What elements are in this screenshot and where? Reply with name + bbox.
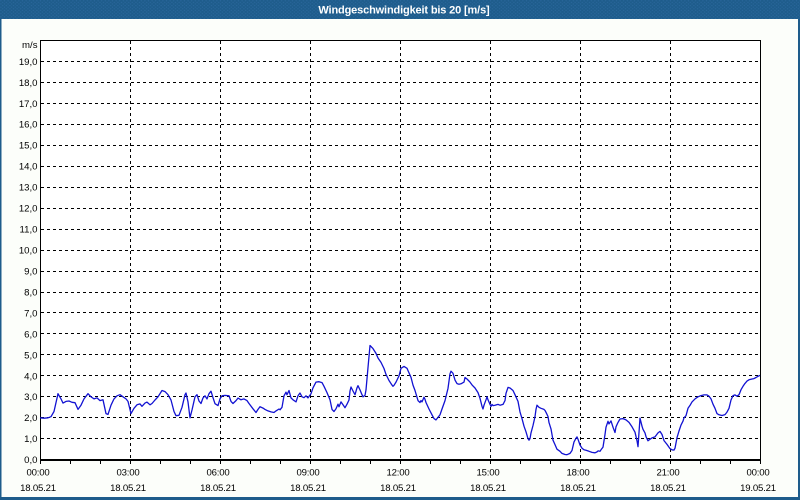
svg-text:06:00: 06:00 (206, 468, 229, 479)
svg-text:18.05.21: 18.05.21 (560, 483, 596, 494)
svg-text:18.05.21: 18.05.21 (470, 483, 506, 494)
svg-text:17,0: 17,0 (19, 99, 38, 110)
svg-text:19,0: 19,0 (19, 57, 38, 68)
svg-text:18.05.21: 18.05.21 (20, 483, 56, 494)
svg-text:19.05.21: 19.05.21 (740, 483, 776, 494)
svg-text:03:00: 03:00 (116, 468, 139, 479)
svg-text:00:00: 00:00 (746, 468, 769, 479)
svg-text:18.05.21: 18.05.21 (200, 483, 236, 494)
svg-text:m/s: m/s (22, 40, 38, 51)
svg-text:0,0: 0,0 (24, 455, 37, 466)
svg-text:13,0: 13,0 (19, 183, 38, 194)
svg-text:14,0: 14,0 (19, 162, 38, 173)
svg-text:1,0: 1,0 (24, 434, 37, 445)
svg-text:00:00: 00:00 (26, 468, 49, 479)
svg-text:5,0: 5,0 (24, 350, 37, 361)
svg-text:18:00: 18:00 (566, 468, 589, 479)
svg-text:16,0: 16,0 (19, 120, 38, 131)
svg-text:10,0: 10,0 (19, 246, 38, 257)
svg-text:3,0: 3,0 (24, 392, 37, 403)
svg-text:18.05.21: 18.05.21 (290, 483, 326, 494)
svg-text:4,0: 4,0 (24, 371, 37, 382)
svg-text:11,0: 11,0 (20, 225, 38, 236)
svg-text:18.05.21: 18.05.21 (110, 483, 146, 494)
svg-text:18,0: 18,0 (19, 78, 38, 89)
svg-text:15,0: 15,0 (19, 141, 38, 152)
svg-text:8,0: 8,0 (24, 287, 37, 298)
svg-text:18.05.21: 18.05.21 (650, 483, 686, 494)
svg-text:15:00: 15:00 (476, 468, 499, 479)
svg-text:18.05.21: 18.05.21 (380, 483, 416, 494)
svg-text:2,0: 2,0 (24, 413, 37, 424)
svg-text:7,0: 7,0 (24, 308, 37, 319)
svg-text:09:00: 09:00 (296, 468, 319, 479)
svg-text:21:00: 21:00 (656, 468, 679, 479)
svg-text:9,0: 9,0 (24, 267, 37, 278)
svg-text:6,0: 6,0 (24, 329, 37, 340)
svg-text:12,0: 12,0 (19, 204, 38, 215)
svg-text:Windgeschwindigkeit bis 20 [m/: Windgeschwindigkeit bis 20 [m/s] (318, 5, 490, 17)
svg-text:12:00: 12:00 (386, 468, 409, 479)
